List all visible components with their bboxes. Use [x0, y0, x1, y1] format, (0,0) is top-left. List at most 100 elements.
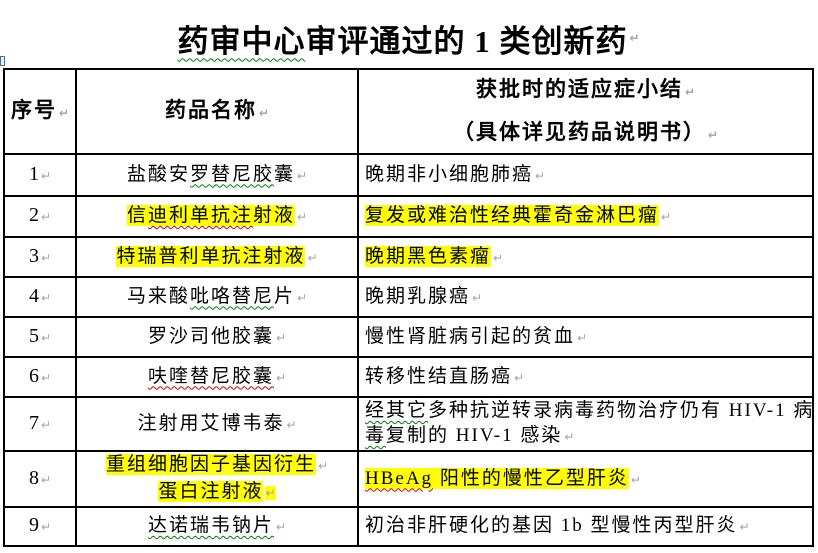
cell-content: （具体详见药品说明书） ↵	[453, 120, 718, 147]
indication-cell: 晚期黑色素瘤 ↵	[359, 238, 812, 276]
table-row: 9 ↵ 达诺瑞韦钠片 ↵ 初治非肝硬化的基因 1b 型慢性丙型肝炎 ↵	[5, 508, 812, 545]
header-cell-indication: 获批时的适应症小结 ↵ （具体详见药品说明书） ↵	[359, 70, 812, 153]
paragraph-mark: ↵	[258, 105, 270, 120]
text-run: 多种抗逆转录病毒药物治疗仍有 HIV-1 病	[428, 400, 812, 421]
cell-content: HBeAg 阳性的慢性乙型肝炎 ↵	[365, 466, 641, 493]
paragraph-mark: ↵	[275, 370, 287, 385]
text-run: 8	[28, 466, 39, 489]
row-number-cell: 2 ↵	[5, 197, 77, 236]
text-run: 罗沙司他胶囊	[147, 325, 274, 347]
paragraph-mark: ↵	[296, 168, 308, 183]
text-run: 复制的 HIV-1 感染	[386, 425, 563, 446]
paragraph-mark: ↵	[472, 290, 483, 305]
paragraph-mark: ↵	[535, 168, 546, 183]
paragraph-mark: ↵	[707, 127, 719, 142]
table-row: 8 ↵ 重组细胞因子基因衍生 ↵ 蛋白注射液 ↵ HBeAg 阳性的慢性乙型肝炎 ↵	[5, 452, 812, 508]
cell-content: 重组细胞因子基因衍生 ↵ 蛋白注射液 ↵	[105, 452, 328, 506]
cell-content: 药品名称 ↵	[165, 98, 269, 126]
indication-cell: 初治非肝硬化的基因 1b 型慢性丙型肝炎 ↵	[359, 508, 812, 545]
cell-content: 复发或难治性经典霍奇金淋巴瘤 ↵	[365, 203, 671, 230]
drug-name-cell: 注射用艾博韦泰 ↵	[77, 398, 359, 450]
cell-content: 9 ↵	[29, 513, 51, 540]
misspelled-text: 呋喹替尼胶囊	[147, 365, 274, 387]
cell-content: 4 ↵	[29, 284, 51, 311]
misspelled-text: HBeAg	[365, 467, 434, 489]
highlighted-text: 复发或难治性经典霍奇金淋巴瘤	[365, 205, 660, 226]
paragraph-mark: ↵	[577, 330, 588, 345]
text-run: 慢性肾脏病引起的贫血	[365, 325, 576, 347]
cell-content: 盐酸安罗替尼胶囊 ↵	[127, 162, 307, 189]
drug-name-cell: 特瑞普利单抗注射液 ↵	[77, 238, 359, 276]
drug-name-cell: 盐酸安罗替尼胶囊 ↵	[77, 155, 359, 195]
cell-content: 注射用艾博韦泰 ↵	[137, 411, 296, 438]
cell-content: 罗沙司他胶囊 ↵	[148, 324, 286, 351]
cell-content: 3 ↵	[29, 244, 51, 271]
highlighted-text: 特瑞普利单抗注射液	[116, 245, 306, 267]
cell-content: 初治非肝硬化的基因 1b 型慢性丙型肝炎 ↵	[365, 513, 750, 540]
indication-cell: HBeAg 阳性的慢性乙型肝炎 ↵	[359, 452, 812, 506]
paragraph-mark: ↵	[58, 105, 70, 120]
indication-cell: 经其它多种抗逆转录病毒药物治疗仍有 HIV-1 病 毒复制的 HIV-1 感染 ↵	[359, 398, 812, 450]
table-row: 3 ↵ 特瑞普利单抗注射液 ↵ 晚期黑色素瘤 ↵	[5, 238, 812, 278]
paragraph-mark: ↵	[40, 520, 52, 534]
row-number-cell: 6 ↵	[5, 358, 77, 396]
row-number-cell: 7 ↵	[5, 398, 77, 450]
highlighted-text: 重组细胞因子基因衍生	[105, 454, 316, 475]
paragraph-mark: ↵	[286, 417, 297, 432]
cell-content: 8 ↵	[29, 466, 51, 493]
paragraph-mark: ↵	[684, 84, 696, 99]
row-number-cell: 9 ↵	[5, 508, 77, 545]
cell-content: 6 ↵	[29, 364, 51, 391]
paragraph-mark: ↵	[275, 520, 287, 534]
indication-cell: 转移性结直肠癌 ↵	[359, 358, 812, 396]
table-row: 7 ↵ 注射用艾博韦泰 ↵ 经其它多种抗逆转录病毒药物治疗仍有 HIV-1 病 毒复制的…	[5, 398, 812, 452]
cell-content: 7 ↵	[29, 411, 51, 438]
row-number-cell: 5 ↵	[5, 318, 77, 356]
cell-content: 晚期黑色素瘤 ↵	[365, 244, 503, 271]
paragraph-mark: ↵	[40, 168, 52, 183]
header-label-indication-line2: （具体详见药品说明书）	[452, 119, 706, 144]
text-run: 9	[28, 514, 39, 536]
paragraph-mark: ↵	[629, 31, 640, 45]
paragraph-mark: ↵	[265, 486, 276, 500]
highlighted-text: 阳性的慢性乙型肝炎	[433, 467, 629, 489]
drug-name-cell: 马来酸吡咯替尼片 ↵	[77, 278, 359, 316]
cell-content: 达诺瑞韦钠片 ↵	[148, 513, 286, 540]
paragraph-mark: ↵	[661, 210, 672, 224]
text-run: 初治非肝硬化的基因 1b 型慢性丙型肝炎	[365, 515, 738, 536]
misspelled-text: 迪利单抗注	[147, 205, 253, 226]
paragraph-mark: ↵	[296, 290, 308, 305]
table-row: 2 ↵ 信迪利单抗注射液 ↵ 复发或难治性经典霍奇金淋巴瘤 ↵	[5, 197, 812, 238]
header-cell-drug-name: 药品名称 ↵	[77, 70, 359, 153]
cell-content: 5 ↵	[29, 324, 51, 351]
header-cell-number: 序号 ↵	[5, 70, 77, 153]
row-number-cell: 4 ↵	[5, 278, 77, 316]
misspelled-text: 吡咯替尼	[189, 285, 274, 307]
text-run: 3	[28, 244, 39, 267]
paragraph-mark: ↵	[514, 370, 525, 385]
text-run: 2	[28, 204, 39, 226]
table-row: 6 ↵ 呋喹替尼胶囊 ↵ 转移性结直肠癌 ↵	[5, 358, 812, 398]
highlighted-text: 信	[126, 205, 148, 226]
cell-content: 慢性肾脏病引起的贫血 ↵	[365, 324, 587, 351]
paragraph-mark: ↵	[739, 520, 750, 534]
text-run: 1	[28, 162, 39, 185]
cell-content: 2 ↵	[29, 203, 51, 230]
highlighted-text: 蛋白注射液	[158, 481, 264, 502]
cell-content: 经其它多种抗逆转录病毒药物治疗仍有 HIV-1 病 毒复制的 HIV-1 感染 ↵	[365, 398, 812, 450]
text-run: 晚期非小细胞肺癌	[365, 163, 534, 185]
document-title-text: 药审中心审评通过的 1 类创新药	[177, 16, 627, 61]
paragraph-mark: ↵	[296, 210, 308, 224]
paragraph-mark: ↵	[307, 250, 318, 265]
paragraph-mark: ↵	[40, 472, 52, 487]
indication-cell: 慢性肾脏病引起的贫血 ↵	[359, 318, 812, 356]
table-header-row: 序号 ↵ 药品名称 ↵ 获批时的适应症小结 ↵ （具体详见药品说明书） ↵	[5, 70, 812, 155]
header-label-drug-name: 药品名称	[164, 97, 257, 122]
misspelled-text: 经其它	[365, 400, 429, 421]
misspelled-text: 达诺瑞韦钠片	[147, 515, 274, 536]
indication-cell: 晚期非小细胞肺癌 ↵	[359, 155, 812, 195]
table-row: 1 ↵ 盐酸安罗替尼胶囊 ↵ 晚期非小细胞肺癌 ↵	[5, 155, 812, 197]
drug-name-cell: 重组细胞因子基因衍生 ↵ 蛋白注射液 ↵	[77, 452, 359, 506]
misspelled-text: 罗替尼胶	[189, 163, 274, 185]
paragraph-mark: ↵	[40, 250, 52, 265]
